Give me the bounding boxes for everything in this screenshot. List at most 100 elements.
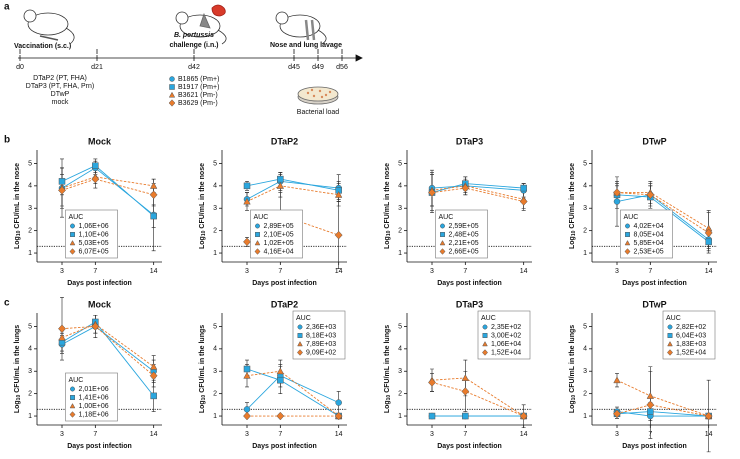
marker: [482, 349, 488, 356]
x-tick-label: 7: [93, 431, 97, 438]
x-tick-label: 3: [60, 431, 64, 438]
marker: [243, 237, 251, 247]
marker: [704, 228, 713, 238]
challenge-species: B. pertussis: [174, 32, 214, 39]
marker: [150, 392, 157, 400]
marker: [646, 400, 655, 410]
marker: [255, 232, 260, 237]
y-tick-label: 1: [213, 413, 217, 420]
marker: [297, 324, 303, 330]
marker: [667, 324, 673, 330]
chart-title: DTaP2: [271, 136, 298, 146]
x-tick-label: 14: [150, 431, 158, 438]
marker: [297, 341, 303, 347]
marker: [625, 232, 630, 237]
marker: [613, 198, 621, 205]
marker: [624, 240, 631, 246]
y-tick-label: 4: [583, 183, 587, 190]
legend-label: B1917 (Pm+): [178, 84, 219, 91]
auc-label: 2,82E+02: [676, 324, 706, 331]
y-axis-label: Log10 CFU/mL in the lungs: [384, 325, 392, 413]
auc-label: 2,66E+05: [449, 248, 479, 255]
legend-title: AUC: [439, 214, 454, 221]
marker: [243, 371, 251, 379]
auc-label: 1,10E+06: [79, 231, 109, 238]
marker: [149, 362, 158, 370]
y-label-base: Log: [14, 236, 21, 249]
x-tick-label: 7: [648, 268, 652, 275]
marker: [58, 333, 66, 341]
marker: [461, 183, 470, 193]
auc-label: 3,00E+02: [491, 332, 521, 339]
y-tick-label: 2: [28, 390, 32, 397]
marker: [297, 349, 303, 356]
y-label-rest: CFU/mL in the nose: [569, 163, 576, 229]
marker: [243, 406, 251, 413]
marker: [70, 232, 75, 237]
marker: [149, 190, 158, 200]
x-axis-label: Days post infection: [252, 443, 317, 450]
legend-title: AUC: [296, 315, 311, 322]
y-tick-label: 3: [213, 368, 217, 375]
auc-label: 2,10E+05: [264, 231, 294, 238]
x-tick-label: 3: [245, 431, 249, 438]
marker: [169, 76, 175, 82]
y-tick-label: 5: [28, 160, 32, 167]
legend-label: B3621 (Pm-): [178, 92, 218, 99]
auc-label: 1,06E+04: [491, 341, 521, 348]
marker: [276, 367, 285, 375]
series-line: [431, 382, 524, 417]
marker: [705, 238, 712, 246]
marker: [439, 248, 446, 255]
x-tick-label: 7: [93, 268, 97, 275]
marker: [667, 333, 673, 338]
marker: [519, 197, 528, 206]
series-line: [61, 178, 154, 196]
marker: [58, 178, 66, 185]
x-tick-label: 3: [245, 268, 249, 275]
auc-label: 1,41E+06: [79, 394, 109, 401]
y-label-sub: 10: [571, 395, 577, 401]
auc-label: 1,00E+06: [79, 403, 109, 410]
marker: [168, 99, 176, 107]
y-tick-label: 3: [28, 205, 32, 212]
auc-label: 6,07E+05: [79, 248, 109, 255]
marker: [482, 341, 488, 347]
y-label-rest: CFU/mL in the nose: [14, 163, 21, 229]
auc-label: 4,02E+04: [634, 223, 664, 230]
chart-title: DTaP3: [456, 136, 483, 146]
marker: [91, 174, 100, 184]
y-axis-label: Log10 CFU/mL in the lungs: [199, 325, 207, 413]
marker: [276, 411, 285, 421]
challenge-label: challenge (i.n.): [169, 42, 218, 49]
y-label-base: Log: [199, 400, 206, 413]
marker: [150, 212, 157, 220]
y-label-base: Log: [384, 236, 391, 249]
auc-label: 7,89E+03: [306, 341, 336, 348]
x-axis-label: Days post infection: [622, 443, 687, 450]
auc-label: 1,83E+03: [676, 341, 706, 348]
auc-label: 2,59E+05: [449, 223, 479, 230]
marker: [149, 371, 158, 380]
y-tick-label: 4: [213, 183, 217, 190]
legend-label: B1865 (Pm+): [178, 76, 219, 83]
y-tick-label: 1: [213, 250, 217, 257]
auc-label: 2,21E+05: [449, 240, 479, 247]
y-label-rest: CFU/mL in the lungs: [199, 325, 206, 393]
series-line: [246, 185, 339, 202]
y-tick-label: 1: [28, 413, 32, 420]
legend-label: B3629 (Pm-): [178, 100, 218, 107]
marker: [69, 403, 76, 409]
x-tick-label: 7: [463, 431, 467, 438]
y-tick-label: 4: [28, 183, 32, 190]
y-label-sub: 10: [571, 230, 577, 236]
y-tick-label: 3: [398, 368, 402, 375]
x-tick-label: 14: [705, 268, 713, 275]
marker: [646, 392, 655, 399]
marker: [297, 333, 303, 338]
panel-label: c: [4, 298, 10, 309]
y-tick-label: 2: [213, 227, 217, 234]
bacterial-load-label: Bacterial load: [297, 109, 340, 116]
auc-label: 1,52E+04: [676, 349, 706, 356]
y-label-base: Log: [569, 236, 576, 249]
